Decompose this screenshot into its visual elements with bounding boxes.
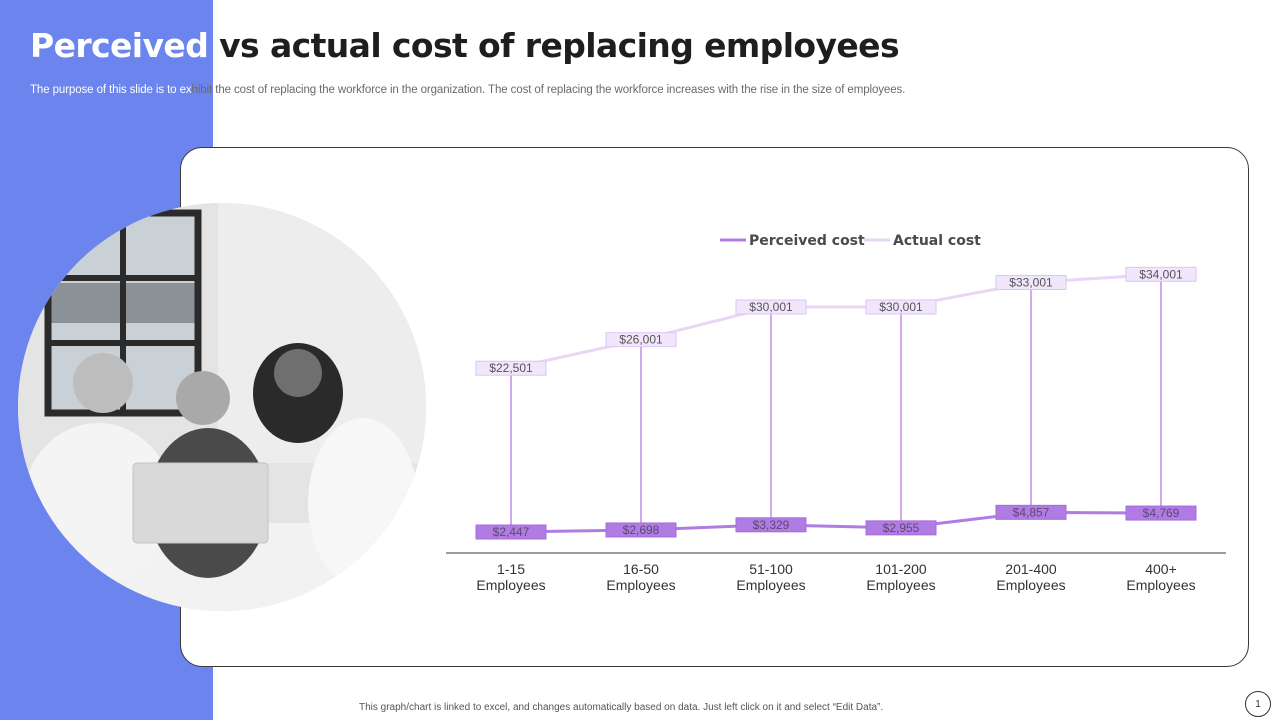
data-label: $3,329: [753, 518, 790, 532]
x-tick-label-line: 1-15: [497, 561, 525, 577]
data-label-box: [865, 299, 937, 315]
data-label: $2,447: [493, 525, 530, 539]
drop-lines: [510, 274, 1162, 533]
data-label: $30,001: [879, 300, 923, 314]
data-label-box: [475, 360, 547, 376]
data-label: $30,001: [749, 300, 793, 314]
data-label-box: [605, 332, 677, 348]
team-photo: [18, 203, 426, 611]
slide-subtitle-rest: hibit the cost of replacing the workforc…: [191, 84, 906, 96]
slide-subtitle: The purpose of this slide is to exhibit …: [30, 84, 905, 96]
data-label-box: [735, 517, 807, 533]
x-tick-label-line: 51-100: [749, 561, 793, 577]
x-tick-label-line: Employees: [476, 577, 545, 593]
data-label-box: [995, 274, 1067, 290]
data-label: $26,001: [619, 333, 663, 347]
x-tick-label-line: 16-50: [623, 561, 659, 577]
slide-title: Perceived vs actual cost of replacing em…: [30, 26, 900, 65]
legend-label: Actual cost: [893, 233, 981, 249]
x-tick-label-line: 201-400: [1005, 561, 1057, 577]
x-tick-label: 51-100 Employees: [736, 561, 805, 593]
data-label: $2,955: [883, 521, 920, 535]
x-tick-label-line: Employees: [606, 577, 675, 593]
x-tick-label: 16-50 Employees: [606, 561, 675, 593]
data-label-box: [865, 520, 937, 536]
x-tick-label-line: Employees: [1126, 577, 1195, 593]
data-label: $22,501: [489, 361, 533, 375]
x-tick-label-line: 101-200: [875, 561, 927, 577]
footer-note: This graph/chart is linked to excel, and…: [359, 702, 884, 713]
data-label-box: [605, 522, 677, 538]
chart-canvas: Perceived cost Actual cost $2,447 $2,698 $3…: [446, 233, 1226, 593]
legend-label: Perceived cost: [749, 233, 865, 249]
chart-legend: Perceived cost Actual cost: [720, 233, 981, 249]
slide-subtitle-start: The purpose of this slide is to ex: [30, 84, 192, 96]
cost-line-chart: Perceived cost Actual cost $2,447 $2,698 $3…: [430, 215, 1240, 605]
x-tick-label-line: Employees: [866, 577, 935, 593]
x-tick-label-line: 400+: [1145, 561, 1177, 577]
slide-title-highlight: Perceived: [30, 26, 209, 65]
data-label-box: [1125, 266, 1197, 282]
data-label-box: [475, 524, 547, 540]
x-tick-label: 400+ Employees: [1126, 561, 1195, 593]
data-label-box: [735, 299, 807, 315]
data-label: $4,769: [1143, 506, 1180, 520]
x-tick-label: 201-400 Employees: [996, 561, 1065, 593]
series-lines: [510, 272, 1162, 534]
data-labels: $2,447 $2,698 $3,329 $2,955 $4,857 $4,769 $22,…: [475, 266, 1197, 540]
x-tick-label: 1-15 Employees: [476, 561, 545, 593]
data-label: $2,698: [623, 523, 660, 537]
slide-title-rest: vs actual cost of replacing employees: [208, 26, 900, 65]
x-tick-label-line: Employees: [736, 577, 805, 593]
data-label: $33,001: [1009, 275, 1053, 289]
data-label-box: [1125, 505, 1197, 521]
data-label: $34,001: [1139, 267, 1183, 281]
x-tick-label: 101-200 Employees: [866, 561, 935, 593]
data-label: $4,857: [1013, 505, 1050, 519]
page-number: 1: [1245, 691, 1271, 717]
data-label-box: [995, 504, 1067, 520]
x-tick-label-line: Employees: [996, 577, 1065, 593]
